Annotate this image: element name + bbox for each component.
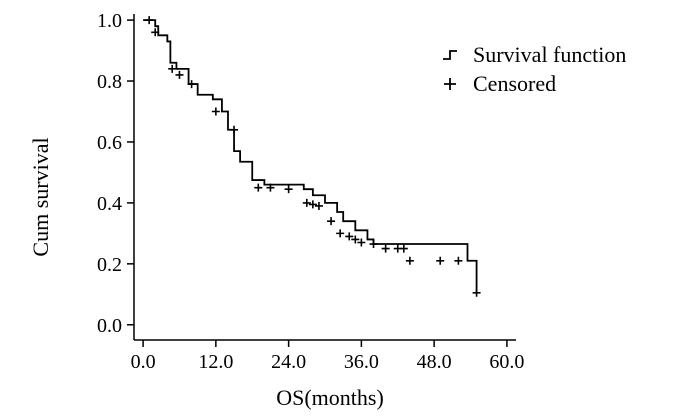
x-tick-label: 0.0 [131,351,156,373]
censored-marker [351,235,360,244]
censored-marker [405,256,414,265]
censored-marker [308,200,317,209]
censored-marker [168,64,177,73]
censored-marker [454,256,463,265]
survival-step-line [143,19,478,294]
y-tick-label: 0.0 [97,315,122,337]
censored-marker [211,107,220,116]
censored-marker [436,256,445,265]
y-tick-label: 0.4 [97,193,122,215]
censored-marker [369,240,378,249]
censored-marker [327,217,336,226]
legend-step-symbol [443,50,457,60]
censored-marker [151,28,160,37]
legend-plus-symbol [444,78,456,90]
legend-label: Survival function [473,42,626,67]
x-tick-label: 12.0 [198,351,233,373]
censored-marker [336,229,345,238]
y-tick-label: 0.6 [97,132,122,154]
x-tick-label: 24.0 [271,351,306,373]
censored-marker [175,70,184,79]
x-axis-label: OS(months) [276,385,384,410]
censored-marker [314,201,323,210]
censored-marker [187,80,196,89]
x-tick-label: 60.0 [489,351,524,373]
y-axis-label: Cum survival [28,137,53,256]
censored-marker [472,288,481,297]
censored-marker [230,125,239,134]
legend: Survival function Censored [443,42,626,96]
plot-area [143,16,481,297]
x-tick-label: 48.0 [417,351,452,373]
censored-marker [399,244,408,253]
legend-label: Censored [473,71,556,96]
censored-marker [145,16,154,25]
censored-marker [345,232,354,241]
censored-marker [357,238,366,247]
axes: 0.0 0.2 0.4 0.6 0.8 1.0 0.0 12.0 24.0 36.0 48.0 60.… [97,10,524,373]
censored-marker [381,244,390,253]
y-tick-label: 1.0 [97,10,122,32]
censored-marker [284,185,293,194]
censored-marker [254,183,263,192]
y-tick-label: 0.8 [97,71,122,93]
censored-marker [266,183,275,192]
x-tick-label: 36.0 [344,351,379,373]
y-tick-label: 0.2 [97,254,122,276]
censored-marker [302,198,311,207]
